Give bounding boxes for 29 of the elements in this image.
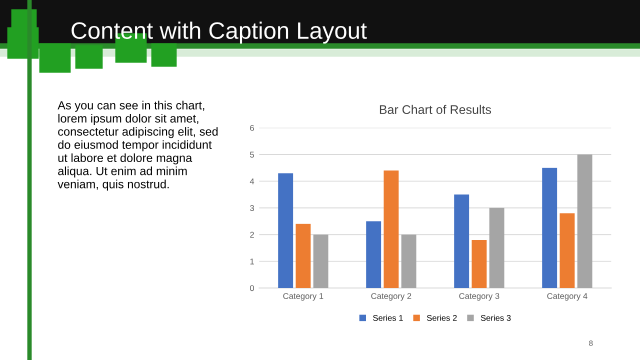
legend-label: Series 3 [480,314,511,321]
bar [278,173,294,288]
legend-label: Series 2 [426,314,457,321]
x-tick-label: Category 3 [459,293,500,301]
bar [366,221,382,288]
y-tick-label: 5 [250,152,254,158]
x-tick-label: Category 2 [371,293,412,301]
y-tick-label: 3 [250,205,254,211]
chart-title: Bar Chart of Results [380,104,492,114]
text: Content with Caption Layout [72,22,367,44]
bar [472,240,487,288]
bar [577,154,592,288]
bar [313,234,328,288]
y-tick-label: 2 [250,232,254,238]
bar [296,224,311,288]
y-tick-label: 1 [250,258,254,264]
x-tick-label: Category 4 [547,293,588,301]
bar [542,168,558,288]
legend-label: Series 1 [373,314,403,321]
bar [489,208,504,288]
y-tick-label: 6 [250,125,254,131]
x-tick-label: Category 1 [283,293,324,301]
bar [401,234,416,288]
y-tick-label: 4 [250,178,254,184]
y-tick-label: 0 [250,285,254,292]
bar [454,194,470,288]
text: As you can see in this chart, lorem ipsum dolor sit amet, consectetur adipiscing elit, sed do eiusmod tempor incididunt ut labore et dolore magna aliqua. Ut enim ad minim veniam, quis nostrud. [58,100,218,191]
bar [560,213,575,288]
bar [384,170,399,288]
